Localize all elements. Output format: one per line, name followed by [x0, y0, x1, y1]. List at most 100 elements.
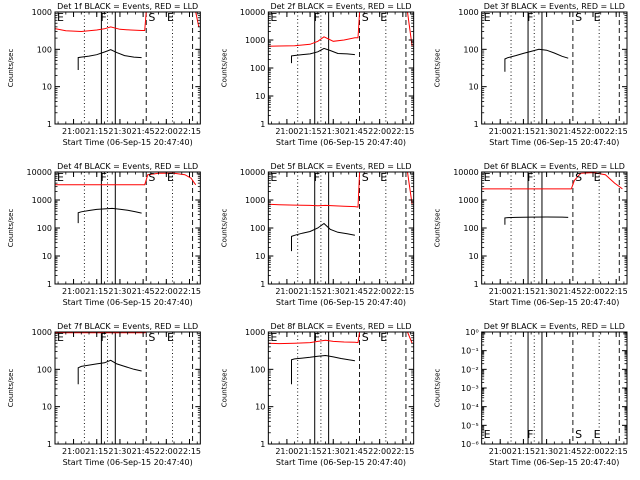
marker-letter-e: E: [167, 11, 174, 24]
x-axis-label: Start Time (06-Sep-15 20:47:40): [63, 298, 193, 307]
x-tick-label: 21:45: [345, 447, 368, 456]
panel-title: Det 5f BLACK = Events, RED = LLD: [270, 162, 411, 171]
x-tick-label: 22:00: [581, 127, 604, 136]
x-tick-label: 21:45: [345, 287, 368, 296]
y-tick-label: 1: [260, 440, 265, 449]
plot-frame: [54, 171, 201, 285]
y-tick-label: 1000: [245, 196, 265, 205]
y-tick-label: 1: [260, 280, 265, 289]
y-tick-label: 1000: [458, 196, 478, 205]
marker-letter-e: E: [270, 171, 277, 184]
y-axis-label: Counts/sec: [434, 49, 442, 88]
series-events: [77, 49, 142, 70]
x-tick-label: 22:00: [368, 127, 391, 136]
y-tick-label: 1000: [458, 8, 478, 17]
marker-letter-e: E: [167, 331, 174, 344]
x-tick-label: 21:45: [558, 127, 581, 136]
series-events: [291, 47, 355, 64]
panel-det-3: Det 3f BLACK = Events, RED = LLD 1 10 100 10…: [434, 2, 628, 147]
x-axis-label: Start Time (06-Sep-15 20:47:40): [489, 298, 619, 307]
panel-title: Det 8f BLACK = Events, RED = LLD: [270, 322, 411, 331]
marker-letter-e: E: [380, 331, 387, 344]
marker-letter-s: S: [148, 331, 155, 344]
x-tick-label: 21:15: [85, 287, 108, 296]
y-axis-label: Counts/sec: [434, 209, 442, 248]
panel-det-4: Det 4f BLACK = Events, RED = LLD 1 10 100 10…: [7, 162, 201, 307]
marker-letter-e: E: [484, 171, 491, 184]
panel-det-1: Det 1f BLACK = Events, RED = LLD 1 10 100 10…: [7, 2, 201, 147]
x-tick-label: 21:30: [535, 447, 558, 456]
x-tick-label: 22:15: [391, 447, 414, 456]
y-tick-label: 10⁻⁶: [461, 440, 479, 449]
x-tick-label: 21:45: [558, 447, 581, 456]
series-events: [291, 222, 355, 252]
y-tick-label: 10: [255, 92, 265, 101]
x-tick-label: 21:45: [132, 447, 155, 456]
y-tick-label: 10⁻³: [461, 384, 479, 393]
marker-letter-e: E: [380, 11, 387, 24]
x-tick-label: 21:30: [108, 447, 131, 456]
marker-letter-f: F: [527, 428, 533, 441]
marker-letter-f: F: [100, 331, 106, 344]
x-tick-label: 21:00: [62, 287, 85, 296]
y-tick-label: 100: [37, 224, 52, 233]
y-axis-label: Counts/sec: [220, 49, 228, 88]
marker-letter-e: E: [594, 11, 601, 24]
y-axis-label: Counts/sec: [220, 209, 228, 248]
panel-title: Det 6f BLACK = Events, RED = LLD: [484, 162, 625, 171]
marker-letter-e: E: [167, 171, 174, 184]
marker-letter-f: F: [314, 331, 320, 344]
marker-letter-e: E: [57, 171, 64, 184]
x-axis-label: Start Time (06-Sep-15 20:47:40): [63, 458, 193, 467]
series-events: [504, 48, 569, 72]
x-tick-label: 21:15: [512, 447, 535, 456]
x-tick-label: 22:00: [368, 287, 391, 296]
series-events: [504, 216, 569, 225]
y-tick-label: 1: [260, 120, 265, 129]
series-lld: [268, 11, 413, 47]
x-tick-label: 21:30: [108, 127, 131, 136]
marker-letter-e: E: [594, 171, 601, 184]
series-events: [291, 354, 355, 385]
y-tick-label: 1000: [32, 8, 52, 17]
panel-title: Det 4f BLACK = Events, RED = LLD: [57, 162, 198, 171]
y-tick-label: 10: [255, 252, 265, 261]
x-axis-label: Start Time (06-Sep-15 20:47:40): [276, 458, 406, 467]
series-events: [77, 207, 142, 224]
series-lld: [54, 11, 200, 33]
x-axis-label: Start Time (06-Sep-15 20:47:40): [63, 138, 193, 147]
y-tick-label: 10⁻⁵: [461, 421, 479, 430]
y-tick-label: 10: [255, 403, 265, 412]
y-tick-label: 100: [37, 365, 52, 374]
marker-letter-f: F: [527, 11, 533, 24]
plot-frame: [267, 331, 415, 445]
x-tick-label: 21:30: [322, 447, 345, 456]
x-tick-label: 21:30: [322, 127, 345, 136]
y-axis-label: Counts/sec: [7, 209, 15, 248]
y-tick-label: 10⁻²: [461, 365, 479, 374]
x-tick-label: 22:15: [605, 127, 628, 136]
y-tick-label: 1: [47, 440, 52, 449]
marker-letter-e: E: [57, 331, 64, 344]
plot-frame: [54, 11, 201, 125]
x-tick-label: 21:00: [489, 287, 512, 296]
x-tick-label: 22:00: [581, 287, 604, 296]
x-tick-label: 21:30: [535, 127, 558, 136]
x-tick-label: 22:00: [155, 447, 178, 456]
y-tick-label: 10000: [240, 8, 265, 17]
series-lld: [481, 172, 623, 190]
y-tick-label: 10: [42, 83, 52, 92]
panel-title: Det 3f BLACK = Events, RED = LLD: [484, 2, 625, 11]
y-tick-label: 1: [47, 120, 52, 129]
x-tick-label: 21:15: [299, 127, 322, 136]
y-tick-label: 1000: [32, 328, 52, 337]
panel-title: Det 2f BLACK = Events, RED = LLD: [270, 2, 411, 11]
x-tick-label: 21:00: [62, 447, 85, 456]
plot-frame: [267, 11, 415, 125]
panel-title: Det 9f BLACK = Events, RED = LLD: [484, 322, 625, 331]
x-tick-label: 22:15: [178, 127, 201, 136]
y-tick-label: 10⁻⁴: [461, 403, 479, 412]
y-tick-label: 1: [474, 280, 479, 289]
y-tick-label: 10⁻¹: [461, 347, 479, 356]
